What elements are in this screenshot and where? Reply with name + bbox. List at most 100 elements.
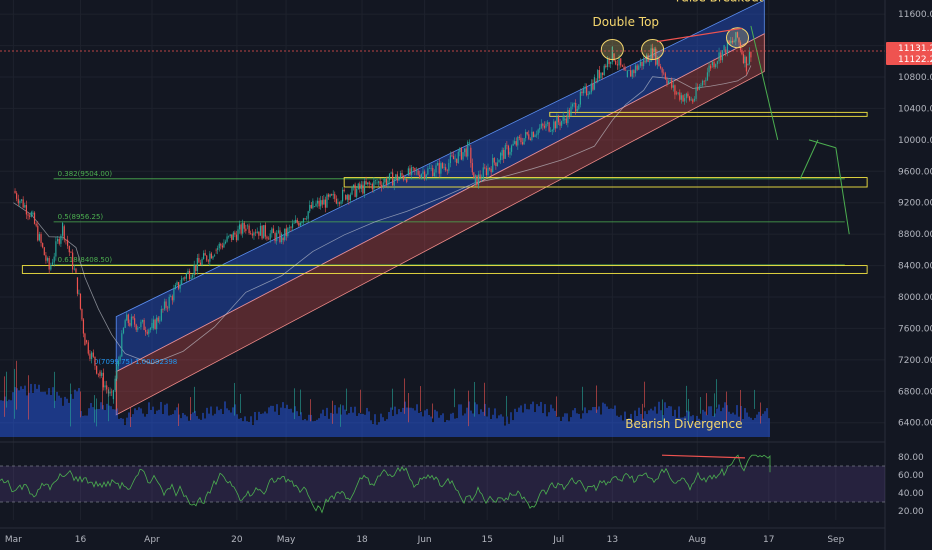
volume-bar [308, 414, 310, 437]
candle-body [337, 202, 339, 204]
candle-body [578, 104, 580, 110]
candle-body [592, 83, 594, 90]
volume-bar [716, 408, 718, 437]
volume-bar [284, 408, 286, 437]
volume-bar [564, 413, 566, 437]
candle-body [395, 174, 397, 179]
price-badge-label: 11122.25 [898, 55, 932, 65]
volume-bar [764, 411, 766, 437]
volume-bar [146, 414, 148, 437]
candle-body [37, 225, 39, 241]
volume-bar [602, 402, 604, 437]
volume-spike [686, 385, 687, 413]
candle-body [272, 228, 275, 234]
candle-body [685, 93, 687, 99]
candle-body [162, 309, 164, 310]
candle-body [301, 222, 303, 223]
volume-bar [24, 385, 26, 437]
volume-bar [188, 420, 190, 437]
volume-bar [550, 404, 552, 437]
fib-level-label: 0.5(8956.25) [58, 213, 104, 221]
candle-body [224, 241, 227, 244]
candle-body [570, 106, 572, 116]
candle-body [613, 53, 615, 61]
volume-bar [554, 410, 556, 437]
candle-body [84, 333, 86, 346]
volume-bar [458, 404, 460, 437]
candle-body [27, 214, 29, 216]
volume-bar [356, 415, 358, 437]
volume-bar [478, 414, 480, 437]
volume-bar [360, 413, 362, 437]
candle-body [663, 72, 665, 74]
candle-body [121, 333, 123, 357]
volume-bar [660, 410, 662, 437]
candle-body [360, 184, 362, 189]
volume-bar [346, 414, 348, 437]
volume-spike [726, 391, 727, 424]
candle-body [61, 222, 64, 236]
candle-body [365, 181, 367, 185]
volume-bar [720, 411, 722, 437]
time-tick-label: 15 [481, 535, 492, 545]
volume-bar [620, 415, 622, 437]
volume-bar [436, 411, 438, 437]
volume-bar [214, 413, 216, 437]
candle-body [495, 162, 497, 167]
candle-body [174, 284, 177, 290]
candle-body [51, 262, 54, 265]
volume-bar [484, 403, 486, 437]
breakout-trendline [656, 27, 743, 43]
candle-body [711, 61, 713, 66]
rsi-tick-label: 40.00 [898, 489, 924, 499]
volume-bar [628, 418, 630, 437]
candle-body [188, 270, 191, 279]
candle-body [623, 66, 625, 71]
price-tick-label: 11600.00 [898, 10, 932, 20]
candle-body [67, 239, 69, 247]
volume-bar [10, 400, 12, 437]
volume-bar [372, 424, 374, 437]
candle-body [701, 80, 704, 86]
volume-bar [104, 410, 106, 437]
candle-body [528, 134, 530, 139]
candle-body [562, 116, 564, 122]
candle-body [87, 342, 89, 354]
candle-body [537, 129, 539, 135]
candle-body [581, 91, 583, 94]
volume-bar [558, 416, 560, 437]
annotation-text: Double Top [592, 15, 659, 29]
volume-bar [6, 401, 8, 437]
candle-body [320, 200, 322, 207]
volume-bar [498, 415, 500, 437]
volume-bar [366, 407, 368, 437]
volume-bar [732, 412, 734, 437]
candle-body [201, 259, 203, 265]
volume-bar [748, 416, 750, 437]
candle-body [449, 155, 451, 164]
volume-bar [456, 418, 458, 437]
candle-body [248, 225, 250, 234]
candle-body [335, 198, 337, 204]
candle-body [126, 314, 128, 321]
candle-body [531, 131, 533, 140]
candle-body [412, 167, 414, 168]
volume-bar [276, 404, 278, 437]
candle-body [675, 92, 678, 94]
volume-bar [698, 418, 700, 437]
volume-bar [470, 410, 472, 437]
candle-body [517, 136, 519, 146]
volume-bar [94, 409, 96, 437]
price-axis-panel [885, 0, 932, 550]
candle-body [708, 65, 710, 73]
candle-body [229, 234, 231, 237]
candle-body [296, 219, 298, 223]
candle-body [101, 372, 103, 376]
candle-body [534, 135, 536, 137]
candle-body [653, 48, 655, 52]
volume-bar [630, 413, 632, 437]
candle-body [159, 320, 161, 322]
volume-bar [16, 388, 18, 437]
volume-bar [100, 402, 102, 437]
